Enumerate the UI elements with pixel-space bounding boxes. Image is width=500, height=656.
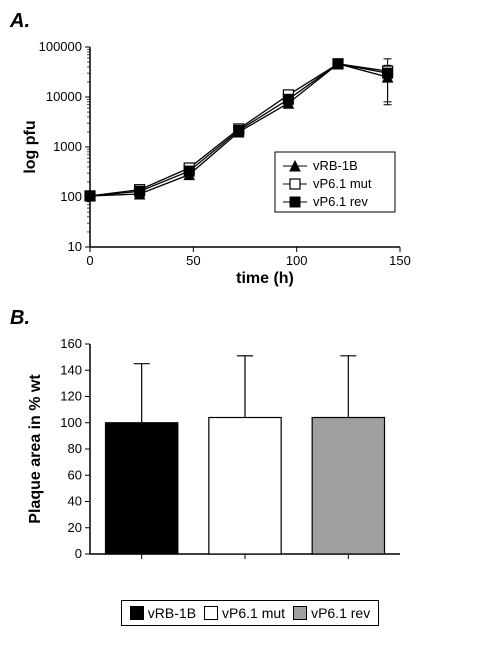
- svg-text:0: 0: [75, 546, 82, 561]
- panel-a-label: A.: [10, 10, 490, 33]
- svg-text:100000: 100000: [39, 39, 82, 54]
- svg-text:vP6.1 rev: vP6.1 rev: [313, 194, 368, 209]
- panel-b-label: B.: [10, 307, 490, 330]
- svg-text:1000: 1000: [53, 139, 82, 154]
- svg-text:100: 100: [60, 189, 82, 204]
- panel-b-chart: 0 20 40 60 80 100 120 140 160 Plaque area in % wt…: [10, 334, 490, 626]
- legend-swatch: [204, 606, 218, 620]
- svg-text:10000: 10000: [46, 89, 82, 104]
- svg-text:60: 60: [68, 467, 82, 482]
- svg-text:160: 160: [60, 336, 82, 351]
- svg-text:10: 10: [68, 239, 82, 254]
- panel-b-legend: vRB-1B vP6.1 mut vP6.1 rev: [121, 600, 379, 626]
- legend-label: vRB-1B: [148, 605, 196, 621]
- svg-text:140: 140: [60, 362, 82, 377]
- legend-item: vP6.1 rev: [293, 605, 370, 621]
- svg-text:120: 120: [60, 389, 82, 404]
- svg-text:150: 150: [389, 253, 411, 268]
- legend-item: vRB-1B: [130, 605, 196, 621]
- panel-a-chart: 10 100 1000 10000 100000 0 50 100 150 time (h) log…: [10, 37, 490, 287]
- svg-text:log pfu: log pfu: [22, 120, 39, 173]
- svg-text:50: 50: [186, 253, 200, 268]
- svg-text:time (h): time (h): [236, 270, 294, 287]
- svg-text:40: 40: [68, 494, 82, 509]
- svg-text:100: 100: [286, 253, 308, 268]
- svg-text:100: 100: [60, 415, 82, 430]
- svg-text:vP6.1 mut: vP6.1 mut: [313, 176, 372, 191]
- svg-text:0: 0: [86, 253, 93, 268]
- svg-text:20: 20: [68, 520, 82, 535]
- svg-text:80: 80: [68, 441, 82, 456]
- legend-swatch: [130, 606, 144, 620]
- legend-swatch: [293, 606, 307, 620]
- svg-text:Plaque area in % wt: Plaque area in % wt: [27, 374, 44, 524]
- legend-label: vP6.1 mut: [222, 605, 285, 621]
- legend-label: vP6.1 rev: [311, 605, 370, 621]
- legend-item: vP6.1 mut: [204, 605, 285, 621]
- svg-text:vRB-1B: vRB-1B: [313, 158, 358, 173]
